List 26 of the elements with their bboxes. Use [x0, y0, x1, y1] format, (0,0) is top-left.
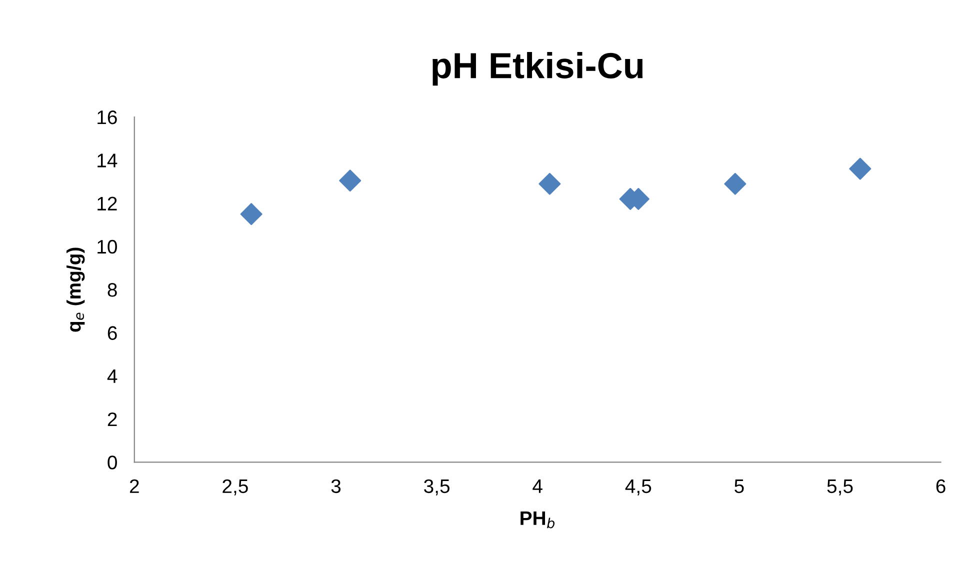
x-axis-title: PH$_{b}$: [520, 512, 555, 528]
x-tick-label: 2: [130, 479, 139, 493]
point: [849, 158, 872, 180]
x-tick-label: 4,5: [625, 480, 652, 496]
y-tick-label: 0: [108, 456, 117, 470]
y-tick-label: 10: [98, 240, 117, 254]
x-tick-label: 3,5: [424, 479, 450, 496]
x-tick-label: 6: [936, 479, 946, 494]
point: [339, 170, 362, 192]
point: [240, 203, 262, 226]
x-tick-label: 3: [331, 479, 341, 494]
x-tick-label: 4: [532, 480, 542, 493]
x-tick-label: 2,5: [222, 479, 248, 496]
chart-title: pH Etkisi-Cu: [432, 52, 643, 86]
x-tick-label: 5: [734, 480, 744, 494]
y-tick-label: 8: [108, 283, 117, 297]
y-tick-label: 4: [107, 370, 118, 383]
point: [724, 172, 746, 195]
x-tick-label: 5,5: [827, 480, 853, 496]
y-axis-title: q$_{e}$ (mg/g): [66, 248, 85, 332]
y-tick-label: 14: [98, 154, 118, 168]
y-tick-label: 6: [108, 326, 117, 340]
y-tick-label: 12: [98, 196, 117, 210]
point: [538, 172, 561, 195]
y-tick-label: 2: [108, 412, 117, 426]
y-tick-label: 16: [98, 110, 117, 124]
